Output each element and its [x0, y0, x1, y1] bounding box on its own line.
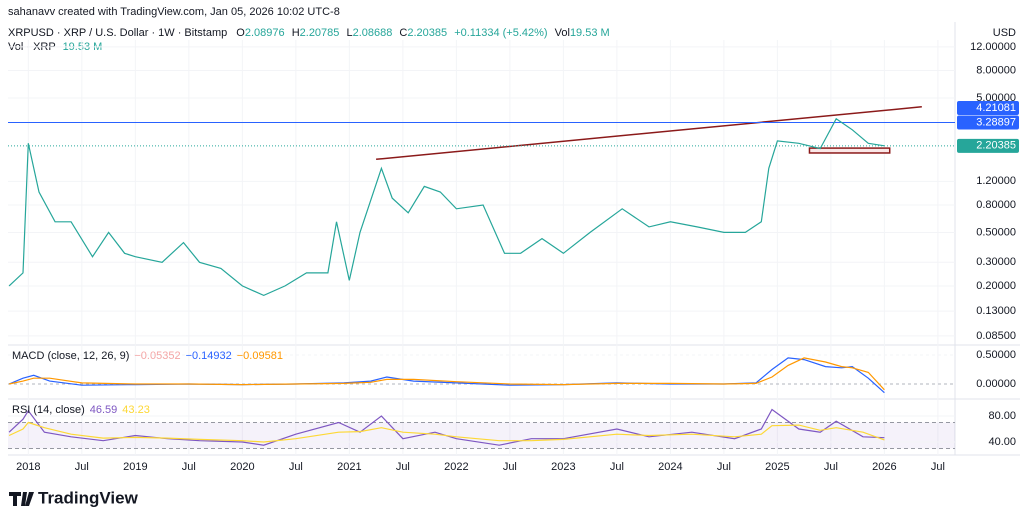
y-tick-label: 0.80000	[976, 199, 1016, 211]
y-tick-label: 1.20000	[976, 175, 1016, 187]
y-tick-label: 0.50000	[976, 349, 1016, 361]
ohlc-key: O	[236, 27, 245, 39]
pane-legend: RSI (14, close) 46.59 43.23	[12, 404, 150, 416]
x-tick-label: 2019	[123, 461, 147, 473]
x-tick-label: Jul	[503, 461, 517, 473]
logo-mark	[9, 492, 34, 506]
y-tick-label: 0.50000	[976, 226, 1016, 238]
price-axis-unit: USD	[993, 27, 1016, 39]
ohlc-value: 2.08688	[353, 27, 393, 39]
pane-title: MACD (close, 12, 26, 9)	[12, 350, 129, 362]
pane-legend: MACD (close, 12, 26, 9) −0.05352 −0.14932−…	[12, 350, 283, 362]
price-tag-label: 4.21081	[976, 102, 1016, 114]
y-tick-label: 40.00	[988, 436, 1016, 448]
y-tick-label: 8.00000	[976, 64, 1016, 76]
ohlc-value: 2.08976	[245, 27, 285, 39]
brand: TradingView	[38, 488, 139, 507]
pane-title: RSI (14, close)	[12, 404, 85, 416]
series-line	[8, 408, 885, 446]
x-tick-label: Jul	[610, 461, 624, 473]
y-tick-label: 80.00	[988, 410, 1016, 422]
y-tick-label: 0.20000	[976, 280, 1016, 292]
ohlc-value: 2.20385	[407, 27, 447, 39]
change: +0.11334 (+5.42%)	[454, 27, 547, 39]
y-tick-label: 0.08500	[976, 330, 1016, 342]
x-tick-label: Jul	[289, 461, 303, 473]
series-line	[8, 357, 885, 391]
x-tick-label: 2021	[337, 461, 361, 473]
x-tick-label: Jul	[396, 461, 410, 473]
price-tag	[957, 115, 1019, 130]
ohlc-value: 2.20785	[300, 27, 340, 39]
legend-value: 43.23	[122, 404, 150, 416]
y-tick-label: 0.30000	[976, 256, 1016, 268]
series-line	[8, 117, 885, 297]
price-tag	[957, 138, 1019, 153]
price-legend: XRPUSD · XRP / U.S. Dollar · 1W · Bitsta…	[8, 27, 610, 39]
legend-value: 46.59	[90, 404, 118, 416]
y-tick-label: 0.00000	[976, 378, 1016, 390]
series-line	[8, 357, 885, 394]
ohlc-key: C	[399, 27, 407, 39]
vol-key: Vol	[555, 27, 570, 39]
x-tick-label: Jul	[824, 461, 838, 473]
ohlc-key: L	[346, 27, 352, 39]
x-tick-label: 2023	[551, 461, 575, 473]
vol-value: 19.53 M	[570, 27, 610, 39]
x-tick-label: Jul	[182, 461, 196, 473]
author-line: sahanavv created with TradingView.com, J…	[8, 6, 340, 18]
legend-value: −0.09581	[237, 350, 283, 362]
x-tick-label: 2020	[230, 461, 254, 473]
y-tick-label: 5.00000	[976, 92, 1016, 104]
x-tick-label: 2018	[16, 461, 40, 473]
price-tag-label: 3.28897	[976, 116, 1016, 128]
y-tick-label: 0.13000	[976, 305, 1016, 317]
x-tick-label: 2025	[765, 461, 789, 473]
x-tick-label: 2024	[658, 461, 682, 473]
symbol-title: XRPUSD · XRP / U.S. Dollar · 1W · Bitsta…	[8, 27, 227, 39]
legend-value: −0.05352	[134, 350, 180, 362]
x-tick-label: Jul	[75, 461, 89, 473]
ohlc-key: H	[292, 27, 300, 39]
price-tag-label: 2.20385	[976, 140, 1016, 152]
x-tick-label: Jul	[717, 461, 731, 473]
x-tick-label: 2026	[872, 461, 896, 473]
legend-value: −0.14932	[186, 350, 232, 362]
y-tick-label: 12.00000	[970, 41, 1016, 53]
x-tick-label: Jul	[931, 461, 945, 473]
support-zone	[808, 147, 891, 154]
x-tick-label: 2022	[444, 461, 468, 473]
price-tag	[957, 101, 1019, 116]
rsi-band	[8, 422, 955, 449]
trend-line	[376, 106, 922, 161]
tradingview-logo: TradingView	[9, 488, 139, 507]
series-line	[8, 421, 885, 443]
